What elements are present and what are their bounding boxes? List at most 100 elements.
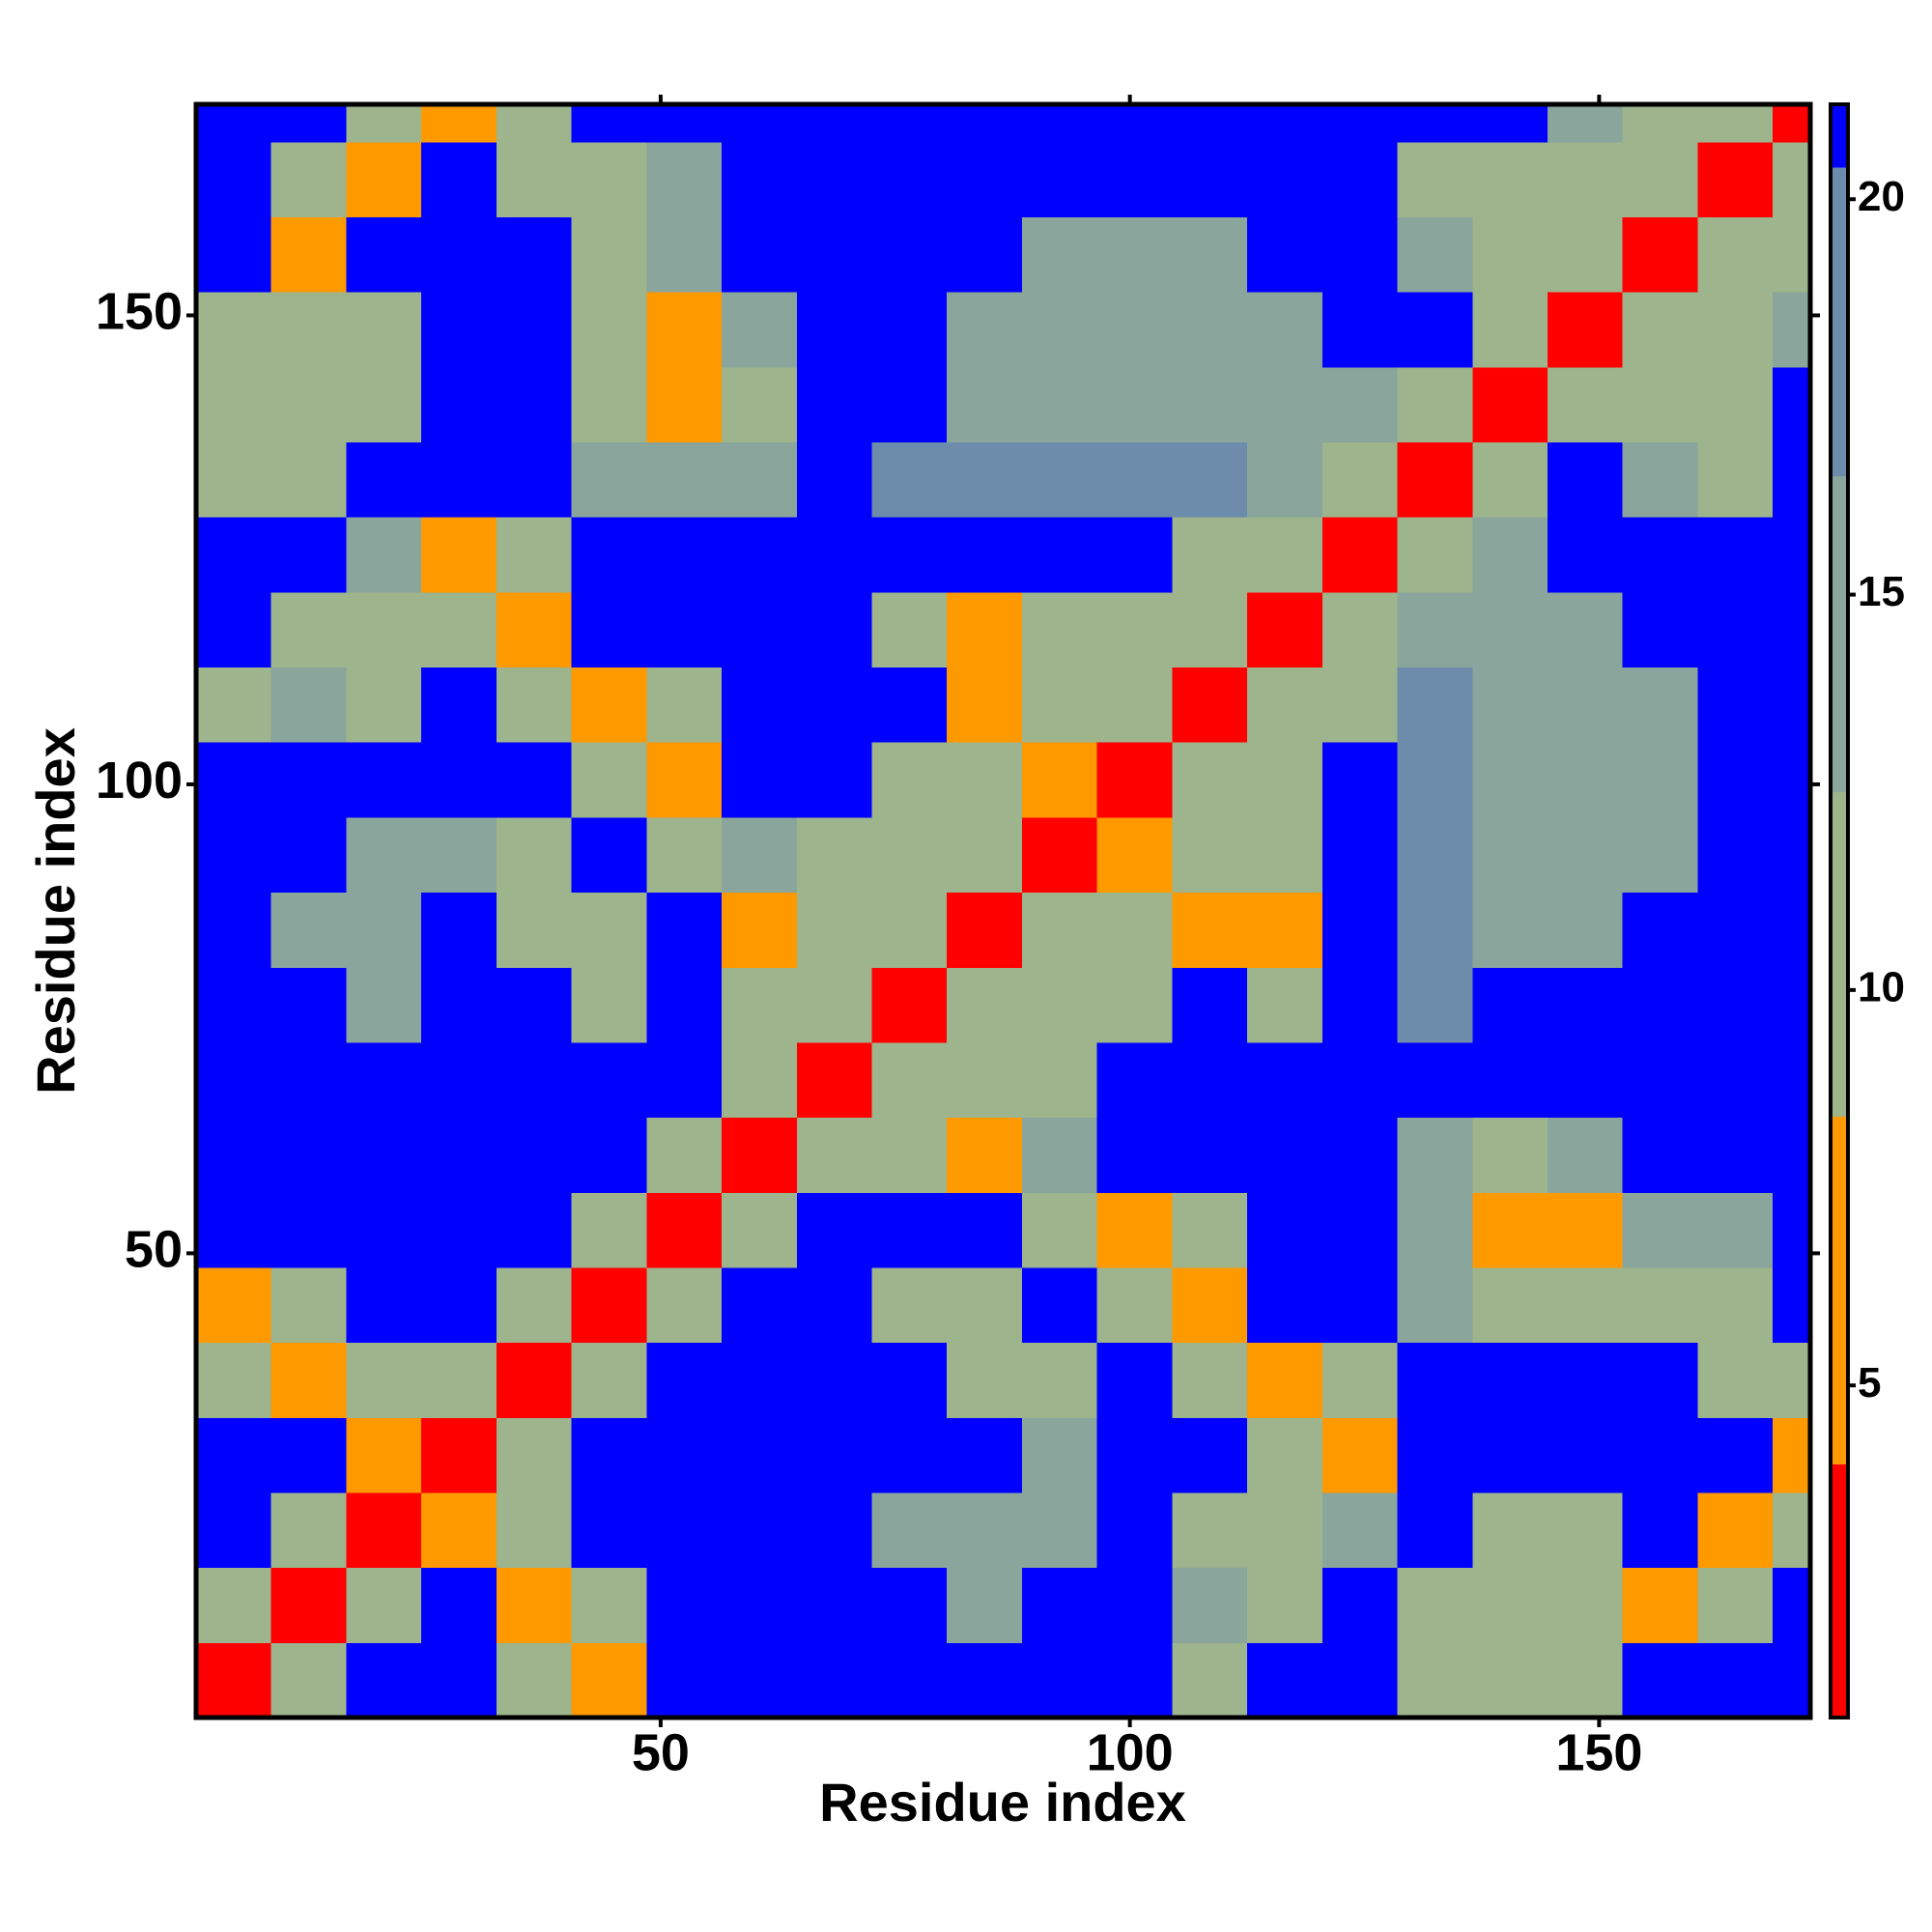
heatmap-cell: [1021, 1192, 1098, 1268]
heatmap-cell: [1321, 1567, 1399, 1643]
heatmap-cell: [722, 1266, 798, 1344]
heatmap-cell: [496, 967, 573, 1043]
heatmap-cell: [421, 366, 497, 443]
heatmap-cell: [496, 1117, 573, 1193]
heatmap-cell: [1547, 742, 1624, 818]
heatmap-cell: [346, 1642, 422, 1719]
heatmap-cell: [871, 1041, 948, 1119]
heatmap-cell: [1021, 216, 1098, 293]
heatmap-cell: [1021, 1342, 1098, 1418]
heatmap-cell: [346, 1041, 422, 1119]
heatmap-cell: [1472, 892, 1548, 968]
heatmap-cell: [1697, 742, 1774, 818]
heatmap-cell: [1622, 1266, 1698, 1344]
heatmap-cell: [421, 292, 497, 368]
heatmap-cell: [1397, 1041, 1473, 1119]
heatmap-cell: [1172, 216, 1248, 293]
heatmap-cell: [1321, 1041, 1399, 1119]
heatmap-cell: [1547, 1192, 1624, 1268]
heatmap-cell: [646, 1492, 723, 1569]
heatmap-cell: [947, 441, 1023, 518]
heatmap-cell: [1622, 1041, 1698, 1119]
heatmap-cell: [496, 892, 573, 968]
heatmap-cell: [1472, 1192, 1548, 1268]
heatmap-cell: [1397, 1492, 1473, 1569]
heatmap-cell: [1697, 1041, 1774, 1119]
heatmap-cell: [1697, 1342, 1774, 1418]
heatmap-cell: [1773, 742, 1811, 818]
heatmap-cell: [1547, 1642, 1624, 1719]
heatmap-cell: [346, 1192, 422, 1268]
axes: 50 100 150 50 100 150 5 10 15 20: [96, 95, 1905, 1781]
heatmap-cell: [571, 1417, 647, 1493]
heatmap-cell: [1697, 366, 1774, 443]
heatmap-cell: [1321, 216, 1399, 293]
heatmap-cell: [796, 892, 872, 968]
heatmap-cell: [1397, 742, 1473, 818]
heatmap-cell: [871, 1492, 948, 1569]
heatmap-cell: [1697, 1492, 1774, 1569]
heatmap-cell: [796, 1492, 872, 1569]
heatmap-cell: [571, 366, 647, 443]
heatmap-cell: [1247, 816, 1323, 894]
heatmap-cell: [1096, 816, 1173, 894]
heatmap-cell: [871, 1417, 948, 1493]
heatmap-cell: [796, 1041, 872, 1119]
heatmap-cell: [796, 366, 872, 443]
heatmap-cell: [1547, 591, 1624, 668]
heatmap-cell: [1021, 1117, 1098, 1193]
heatmap-cell: [571, 967, 647, 1043]
heatmap-cell: [571, 816, 647, 894]
heatmap-cell: [722, 517, 798, 593]
heatmap-cell: [796, 816, 872, 894]
heatmap-cell: [1697, 591, 1774, 668]
heatmap-cell: [571, 1041, 647, 1119]
colorbar-frame: [1829, 102, 1850, 1719]
heatmap-cell: [496, 1492, 573, 1569]
heatmap-cell: [1247, 441, 1323, 518]
heatmap-cell: [1547, 816, 1624, 894]
heatmap-cell: [1773, 591, 1811, 668]
heatmap-cell: [1096, 1192, 1173, 1268]
heatmap-cell: [1397, 216, 1473, 293]
heatmap-cell: [196, 1642, 272, 1719]
heatmap-cell: [1622, 1117, 1698, 1193]
heatmap-cell: [196, 1192, 272, 1268]
heatmap-cell: [496, 1266, 573, 1344]
heatmap-cell: [1472, 1266, 1548, 1344]
heatmap-cell: [1172, 1342, 1248, 1418]
heatmap-cell: [270, 1492, 347, 1569]
heatmap-cell: [571, 1492, 647, 1569]
heatmap-cell: [1172, 366, 1248, 443]
heatmap-cell: [196, 967, 272, 1043]
heatmap-cell: [1021, 892, 1098, 968]
heatmap-cell: [421, 1567, 497, 1643]
heatmap-cell: [646, 892, 723, 968]
heatmap-cell: [270, 967, 347, 1043]
heatmap-cell: [1547, 1567, 1624, 1643]
heatmap-cell: [1622, 1492, 1698, 1569]
heatmap-cell: [1547, 1342, 1624, 1418]
heatmap-cell: [646, 1567, 723, 1643]
heatmap-cell: [1622, 1642, 1698, 1719]
heatmap-cell: [796, 517, 872, 593]
heatmap-cell: [196, 441, 272, 518]
heatmap-cell: [496, 141, 573, 218]
heatmap-cell: [496, 1567, 573, 1643]
heatmap-cell: [270, 292, 347, 368]
heatmap-cell: [571, 141, 647, 218]
heatmap-cell: [1172, 1117, 1248, 1193]
heatmap-cell: [1021, 591, 1098, 668]
heatmap-cell: [270, 366, 347, 443]
heatmap-cell: [1096, 742, 1173, 818]
heatmap-cell: [1397, 1342, 1473, 1418]
heatmap-cell: [1247, 1642, 1323, 1719]
heatmap-cell: [1096, 1266, 1173, 1344]
heatmap-cell: [421, 104, 497, 143]
heatmap-cell: [1096, 967, 1173, 1043]
heatmap-cell: [1321, 967, 1399, 1043]
heatmap-cell: [1697, 667, 1774, 743]
heatmap-cell: [1472, 141, 1548, 218]
heatmap-cell: [1773, 366, 1811, 443]
heatmap-cell: [796, 1266, 872, 1344]
